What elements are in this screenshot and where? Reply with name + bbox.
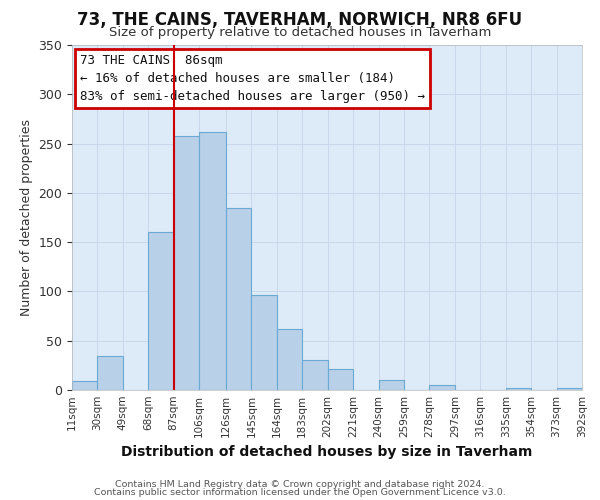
Text: 73 THE CAINS: 86sqm
← 16% of detached houses are smaller (184)
83% of semi-detac: 73 THE CAINS: 86sqm ← 16% of detached ho…	[80, 54, 425, 102]
Text: Contains HM Land Registry data © Crown copyright and database right 2024.: Contains HM Land Registry data © Crown c…	[115, 480, 485, 489]
Bar	[506, 388, 531, 390]
Y-axis label: Number of detached properties: Number of detached properties	[20, 119, 33, 316]
Text: 73, THE CAINS, TAVERHAM, NORWICH, NR8 6FU: 73, THE CAINS, TAVERHAM, NORWICH, NR8 6F…	[77, 11, 523, 29]
Bar	[302, 360, 328, 390]
Bar	[97, 356, 123, 390]
Bar	[430, 385, 455, 390]
X-axis label: Distribution of detached houses by size in Taverham: Distribution of detached houses by size …	[121, 446, 533, 460]
Bar	[379, 380, 404, 390]
Bar	[174, 136, 199, 390]
Bar	[226, 208, 251, 390]
Bar	[277, 329, 302, 390]
Bar	[148, 232, 174, 390]
Bar	[557, 388, 582, 390]
Text: Size of property relative to detached houses in Taverham: Size of property relative to detached ho…	[109, 26, 491, 39]
Bar	[251, 296, 277, 390]
Bar	[72, 381, 97, 390]
Text: Contains public sector information licensed under the Open Government Licence v3: Contains public sector information licen…	[94, 488, 506, 497]
Bar	[199, 132, 226, 390]
Bar	[328, 370, 353, 390]
